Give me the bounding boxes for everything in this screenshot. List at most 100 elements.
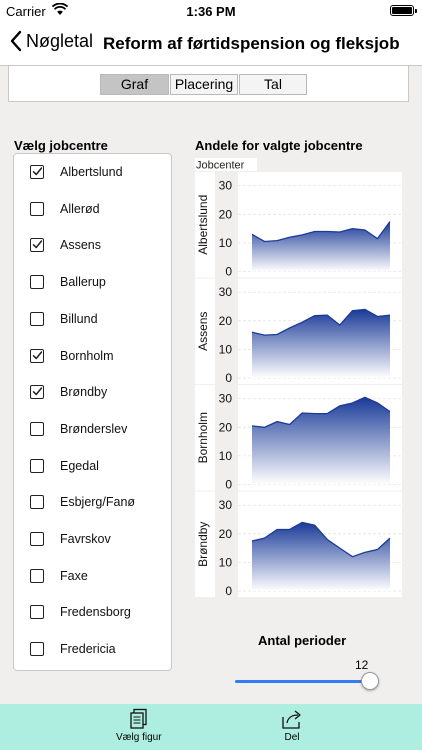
checkbox-unchecked[interactable] xyxy=(30,201,44,216)
area-chart: Jobcenter 0 10 20 30 Albertslund 0 10 20 30 Assens… xyxy=(195,158,402,600)
jobcenter-label: Brønderslev xyxy=(60,421,128,436)
periods-slider-track[interactable] xyxy=(235,680,370,683)
jobcenter-item[interactable]: Faxe xyxy=(14,558,171,594)
share-label: Del xyxy=(284,732,300,743)
jobcenter-label: Esbjerg/Fanø xyxy=(60,495,136,510)
jobcenter-item[interactable]: Bornholm xyxy=(14,338,171,374)
slider-title: Antal perioder xyxy=(258,633,347,648)
series-line-0 xyxy=(251,221,391,243)
battery-icon xyxy=(390,5,417,16)
segment-placering[interactable]: Placering xyxy=(170,74,238,95)
navigation-bar: Nøgletal Reform af førtidspension og fle… xyxy=(0,22,422,66)
y-tick-label: 0 xyxy=(225,584,232,598)
checkbox-unchecked[interactable] xyxy=(30,605,44,620)
area-series-3 xyxy=(252,522,390,591)
chevron-left-icon xyxy=(10,30,22,52)
jobcenter-item[interactable]: Brøndby xyxy=(14,374,171,410)
jobcenter-label: Billund xyxy=(60,311,98,326)
checkbox-unchecked[interactable] xyxy=(30,275,44,290)
chart-title: Andele for valgte jobcentre xyxy=(195,138,363,153)
checkbox-checked[interactable] xyxy=(30,348,44,363)
checkmark-icon xyxy=(32,167,43,176)
series-line-3 xyxy=(251,521,391,558)
jobcenter-item[interactable]: Fredensborg xyxy=(14,594,171,630)
checkbox-checked[interactable] xyxy=(30,165,44,179)
jobcenter-label: Fredensborg xyxy=(60,605,131,620)
checkbox-unchecked[interactable] xyxy=(30,311,44,326)
y-tick-label: 30 xyxy=(219,179,233,193)
share-button[interactable]: Del xyxy=(280,708,304,743)
y-tick-label: 20 xyxy=(219,314,233,328)
jobcenter-item[interactable]: Fredericia xyxy=(14,631,171,667)
area-series-0 xyxy=(252,221,390,272)
checkmark-icon xyxy=(32,387,43,396)
jobcenter-item[interactable]: Ballerup xyxy=(14,264,171,300)
jobcenter-item[interactable]: Allerød xyxy=(14,191,171,227)
area-series-2 xyxy=(252,397,390,485)
jobcenter-label: Brøndby xyxy=(60,385,108,400)
jobcenter-item[interactable]: Assens xyxy=(14,227,171,263)
jobcenter-label: Fredericia xyxy=(60,642,116,657)
facet-header-bg xyxy=(195,158,257,171)
checkbox-unchecked[interactable] xyxy=(30,642,44,657)
jobcenter-item[interactable]: Albertslund xyxy=(14,154,171,190)
choose-figure-button[interactable]: Vælg figur xyxy=(116,708,162,743)
y-tick-label: 10 xyxy=(219,342,233,356)
segment-tal[interactable]: Tal xyxy=(239,74,307,95)
list-title: Vælg jobcentre xyxy=(14,138,108,153)
facet-strip xyxy=(195,385,215,491)
checkbox-unchecked[interactable] xyxy=(30,568,44,583)
bottom-toolbar: Vælg figur Del xyxy=(0,704,422,750)
clock: 1:36 PM xyxy=(186,4,236,19)
chart-svg: Jobcenter 0 10 20 30 Albertslund 0 10 20 30 Assens… xyxy=(195,158,402,598)
jobcenter-label: Allerød xyxy=(60,201,100,216)
checkbox-unchecked[interactable] xyxy=(30,532,44,546)
segment-graf[interactable]: Graf xyxy=(100,74,169,95)
y-tick-label: 0 xyxy=(225,371,232,385)
back-button[interactable]: Nøgletal xyxy=(10,30,93,52)
y-tick-label: 20 xyxy=(219,527,233,541)
documents-icon xyxy=(130,708,147,729)
y-tick-label: 20 xyxy=(219,207,233,221)
y-tick-label: 10 xyxy=(219,555,233,569)
checkbox-checked[interactable] xyxy=(30,385,44,400)
jobcenter-label: Albertslund xyxy=(60,165,123,179)
facet-label: Bornholm xyxy=(196,412,210,463)
periods-slider-knob[interactable] xyxy=(361,672,379,690)
checkbox-unchecked[interactable] xyxy=(30,495,44,510)
share-icon xyxy=(282,710,301,729)
checkbox-unchecked[interactable] xyxy=(30,421,44,436)
y-tick-label: 0 xyxy=(225,265,232,279)
checkbox-checked[interactable] xyxy=(30,238,44,253)
jobcenter-item[interactable]: Esbjerg/Fanø xyxy=(14,484,171,520)
y-tick-label: 30 xyxy=(219,392,233,406)
jobcenter-label: Assens xyxy=(60,238,101,253)
y-tick-label: 0 xyxy=(225,478,232,492)
jobcenter-label: Bornholm xyxy=(60,348,114,363)
area-series-1 xyxy=(252,309,390,378)
status-bar: Carrier 1:36 PM xyxy=(0,0,422,22)
y-tick-label: 30 xyxy=(219,285,233,299)
jobcenter-label: Egedal xyxy=(60,458,99,473)
y-tick-label: 10 xyxy=(219,449,233,463)
jobcenter-item[interactable]: Brønderslev xyxy=(14,411,171,447)
checkmark-icon xyxy=(32,240,43,249)
y-tick-label: 10 xyxy=(219,236,233,250)
facet-label: Assens xyxy=(196,312,210,351)
series-line-1 xyxy=(251,308,391,336)
jobcenter-label: Faxe xyxy=(60,568,88,583)
series-line-2 xyxy=(251,396,391,428)
y-tick-label: 30 xyxy=(219,498,233,512)
facet-label: Brøndby xyxy=(196,522,210,567)
wifi-icon xyxy=(51,2,69,19)
choose-figure-label: Vælg figur xyxy=(116,732,162,743)
jobcenter-item[interactable]: Billund xyxy=(14,301,171,337)
view-switcher-panel: Graf Placering Tal xyxy=(8,66,409,102)
jobcenter-item[interactable]: Favrskov xyxy=(14,521,171,557)
jobcenter-label: Ballerup xyxy=(60,275,106,290)
jobcenter-item[interactable]: Egedal xyxy=(14,448,171,484)
checkbox-unchecked[interactable] xyxy=(30,458,44,473)
facet-strip xyxy=(195,172,215,278)
facet-label: Albertslund xyxy=(196,195,210,255)
facet-header-label: Jobcenter xyxy=(196,160,245,172)
